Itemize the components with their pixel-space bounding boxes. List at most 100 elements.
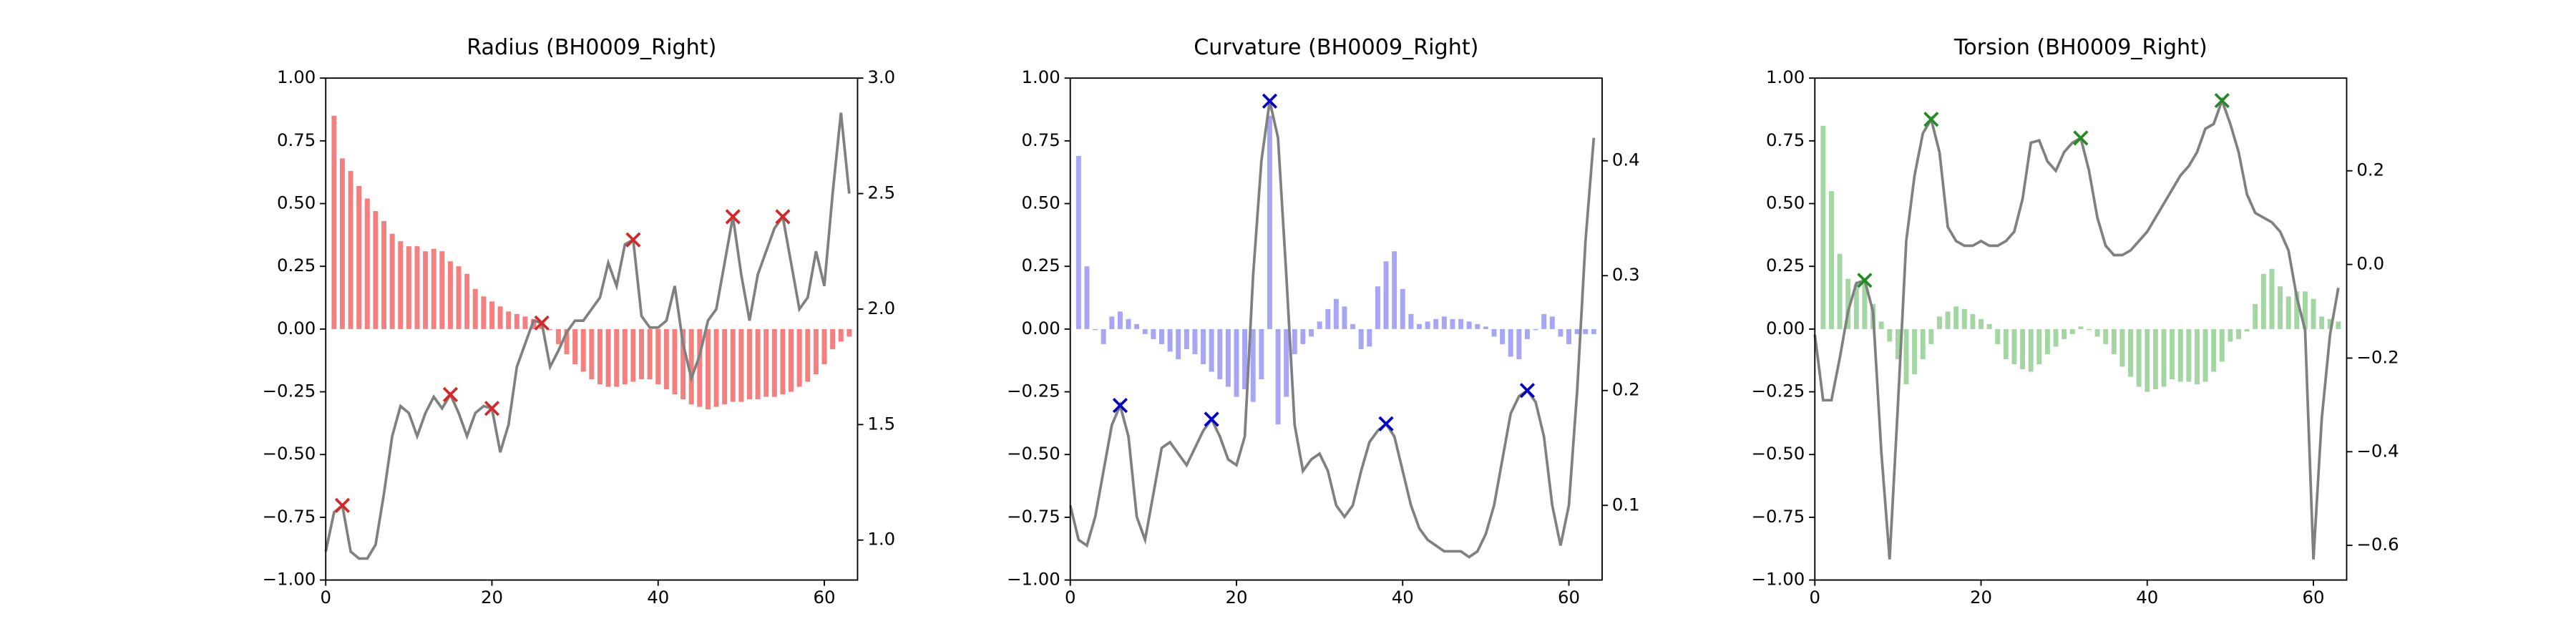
- y-tick-label: −0.50: [263, 443, 316, 464]
- bar: [1300, 328, 1306, 344]
- bar: [1583, 328, 1589, 334]
- bar: [1516, 328, 1522, 359]
- y-tick-label: 0.00: [277, 318, 316, 338]
- bar: [1109, 316, 1115, 329]
- bar: [339, 158, 345, 329]
- bar: [2294, 291, 2300, 329]
- bar: [722, 328, 728, 405]
- peak-marker: [1519, 383, 1536, 399]
- y2-tick-label: −0.2: [2356, 346, 2399, 367]
- bar: [1392, 251, 1397, 329]
- bar: [2028, 328, 2034, 372]
- bar: [2269, 268, 2275, 329]
- y-tick-label: −1.00: [263, 569, 316, 590]
- bar: [1912, 328, 1918, 374]
- bar: [1837, 253, 1843, 329]
- bar: [2336, 321, 2341, 329]
- y-tick-label: −0.75: [1007, 506, 1060, 527]
- bar: [1167, 328, 1173, 352]
- bar: [1441, 316, 1447, 329]
- x-tick-label: 60: [1558, 587, 1580, 608]
- bar: [1986, 323, 1992, 329]
- bar: [1995, 328, 2001, 344]
- y2-tick-label: 1.0: [867, 529, 895, 550]
- bar: [389, 233, 395, 329]
- bar: [2170, 328, 2175, 380]
- bar: [1400, 288, 1405, 329]
- bar: [1425, 321, 1430, 329]
- bar: [1953, 306, 1959, 329]
- bar: [1084, 266, 1090, 329]
- y-tick-label: −0.25: [1007, 381, 1060, 401]
- bar: [2078, 326, 2084, 329]
- bar: [1820, 125, 1826, 329]
- peak-marker: [1112, 398, 1128, 414]
- bar: [2186, 328, 2192, 382]
- y2-tick-label: 1.5: [867, 413, 895, 434]
- bar: [2119, 328, 2125, 367]
- bar: [1275, 328, 1281, 425]
- x-tick-label: 40: [1392, 587, 1414, 608]
- bar: [331, 115, 337, 329]
- bar: [680, 328, 686, 400]
- bar: [1903, 328, 1909, 385]
- bar: [423, 251, 429, 329]
- y-tick-label: 0.75: [1022, 130, 1060, 150]
- bar: [2036, 328, 2042, 364]
- bar: [2211, 328, 2217, 372]
- bar: [1500, 328, 1506, 344]
- x-tick-label: 40: [647, 587, 669, 608]
- bar: [464, 273, 470, 329]
- bar: [1895, 328, 1901, 359]
- bar: [1928, 328, 1934, 344]
- bar: [456, 266, 462, 329]
- bar: [364, 198, 370, 329]
- bar: [589, 328, 595, 380]
- bar: [381, 221, 386, 329]
- y2-tick-label: 0.0: [2356, 253, 2384, 274]
- y-tick-label: 1.00: [1766, 67, 1805, 87]
- x-tick-label: 60: [813, 587, 835, 608]
- x-tick-label: 0: [1810, 587, 1821, 608]
- y-tick-label: −0.75: [263, 506, 316, 527]
- y-tick-label: −0.75: [1752, 506, 1805, 527]
- bar: [1945, 311, 1951, 329]
- y-tick-label: 0.00: [1022, 318, 1060, 338]
- peak-marker: [442, 386, 459, 402]
- bar: [1829, 190, 1834, 329]
- bar: [1117, 311, 1123, 329]
- y2-tick-label: 0.2: [2356, 160, 2384, 180]
- bar: [406, 246, 411, 329]
- bar: [630, 328, 636, 382]
- bar: [2236, 328, 2241, 339]
- bar: [1350, 323, 1356, 329]
- bar: [1225, 328, 1231, 387]
- bar: [2069, 328, 2075, 334]
- bar: [2136, 328, 2142, 387]
- bar: [1284, 328, 1289, 397]
- bar: [1093, 328, 1098, 331]
- bar: [1184, 328, 1189, 349]
- bar: [2128, 328, 2134, 377]
- axes-frame: [325, 77, 859, 581]
- bar: [796, 328, 802, 387]
- bar: [1367, 328, 1372, 347]
- peak-marker: [484, 401, 500, 416]
- bar: [805, 328, 811, 382]
- bar: [506, 311, 512, 329]
- bar: [730, 328, 736, 402]
- peak-marker: [334, 497, 351, 513]
- bar: [580, 328, 586, 372]
- bar: [1491, 328, 1497, 337]
- bar: [2020, 328, 2026, 369]
- bar: [1217, 328, 1223, 380]
- y-tick-label: 0.75: [1766, 130, 1805, 150]
- y2-tick-label: −0.4: [2356, 440, 2399, 461]
- chart-title: Radius (BH0009_Right): [467, 35, 716, 60]
- bar: [1979, 318, 1984, 329]
- bar: [2152, 328, 2158, 390]
- bar: [2253, 303, 2258, 329]
- bar: [705, 328, 711, 410]
- bar: [1558, 328, 1563, 337]
